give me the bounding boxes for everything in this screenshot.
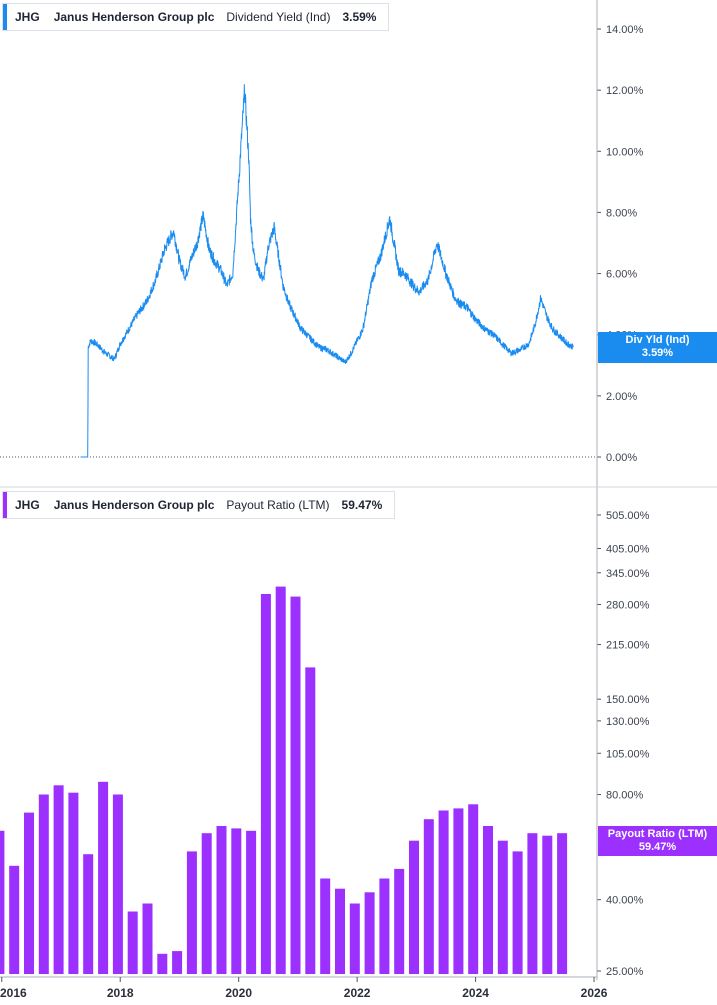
payout-bars	[0, 586, 568, 974]
bottom-y-tick-label: 105.00%	[606, 748, 650, 760]
payout-bar	[112, 794, 123, 974]
payout-bar	[275, 586, 286, 974]
payout-bar	[83, 854, 94, 974]
x-tick-label: 2020	[225, 986, 252, 1000]
payout-bar	[9, 865, 20, 974]
payout-bar	[290, 596, 301, 974]
legend-top: JHG Janus Henderson Group plc Dividend Y…	[2, 3, 390, 31]
legend-top-swatch	[3, 4, 7, 30]
payout-bar	[53, 785, 64, 974]
payout-bar	[68, 792, 79, 974]
legend-top-name: Janus Henderson Group plc	[53, 10, 215, 24]
payout-bar	[127, 911, 138, 974]
payout-bar	[483, 826, 493, 974]
payout-bar	[438, 810, 449, 974]
payout-bar	[201, 833, 212, 974]
payout-bar	[468, 804, 479, 974]
legend-bottom-swatch	[3, 492, 7, 518]
payout-bar	[497, 840, 508, 974]
top-y-tick-label: 8.00%	[606, 207, 637, 219]
payout-bar	[305, 667, 316, 974]
payout-bar	[320, 878, 331, 974]
x-tick-label: 2026	[581, 986, 608, 1000]
legend-bottom-metric: Payout Ratio (LTM)	[226, 498, 330, 512]
bottom-y-tick-label: 505.00%	[606, 510, 650, 522]
payout-bar	[379, 878, 390, 974]
bottom-y-tick-label: 280.00%	[606, 599, 650, 611]
top-y-tick-label: 2.00%	[606, 391, 637, 403]
payout-bar	[394, 868, 405, 974]
yield-value-tag: Div Yld (Ind) 3.59%	[598, 332, 717, 363]
legend-bottom-symbol: JHG	[15, 498, 40, 512]
payout-tag-value: 59.47%	[638, 841, 677, 853]
top-y-tick-label: 14.00%	[606, 24, 644, 36]
payout-bar	[0, 830, 5, 974]
bottom-y-tick-label: 25.00%	[606, 966, 644, 978]
payout-tag-label: Payout Ratio (LTM)	[607, 828, 708, 840]
payout-bar	[409, 840, 419, 974]
payout-bar	[542, 835, 553, 974]
x-tick-label: 2024	[462, 986, 489, 1000]
bottom-y-tick-label: 80.00%	[606, 790, 644, 802]
legend-bottom-name: Janus Henderson Group plc	[53, 498, 215, 512]
legend-top-value: 3.59%	[342, 10, 377, 24]
legend-top-symbol: JHG	[15, 10, 40, 24]
payout-bar	[557, 833, 568, 974]
payout-bar	[364, 892, 375, 974]
yield-tag-value: 3.59%	[641, 347, 674, 359]
payout-bar	[157, 953, 168, 974]
yield-line	[80, 84, 574, 458]
legend-top-metric: Dividend Yield (Ind)	[226, 10, 331, 24]
yield-tag-label: Div Yld (Ind)	[625, 334, 690, 346]
payout-bar	[349, 903, 360, 974]
payout-bar	[38, 794, 49, 974]
payout-bar	[216, 826, 227, 974]
payout-bar	[246, 830, 257, 974]
payout-bar	[527, 833, 538, 974]
x-tick-label: 2016	[0, 986, 27, 1000]
bottom-y-tick-label: 130.00%	[606, 716, 650, 728]
payout-bar	[453, 808, 464, 974]
yield-series-line	[80, 84, 574, 458]
payout-bar	[186, 851, 197, 974]
payout-bar	[335, 888, 345, 974]
x-tick-label: 2022	[344, 986, 371, 1000]
x-tick-label: 2018	[107, 986, 134, 1000]
top-y-tick-label: 10.00%	[606, 146, 644, 158]
legend-bottom: JHG Janus Henderson Group plc Payout Rat…	[2, 491, 396, 519]
top-y-tick-label: 12.00%	[606, 85, 644, 97]
bottom-y-tick-label: 345.00%	[606, 568, 650, 580]
payout-bar	[423, 819, 434, 974]
payout-bar	[512, 851, 523, 974]
bottom-y-tick-label: 405.00%	[606, 543, 650, 555]
payout-bar	[231, 828, 242, 974]
payout-bar	[98, 781, 109, 974]
top-y-tick-label: 6.00%	[606, 269, 637, 281]
payout-value-tag: Payout Ratio (LTM) 59.47%	[598, 826, 717, 856]
bottom-y-tick-label: 40.00%	[606, 895, 644, 907]
top-y-tick-label: 0.00%	[606, 452, 637, 464]
legend-bottom-value: 59.47%	[341, 498, 383, 512]
payout-bar	[172, 951, 183, 974]
bottom-y-tick-label: 215.00%	[606, 640, 650, 652]
payout-bar	[142, 903, 153, 974]
bottom-y-tick-label: 150.00%	[606, 694, 650, 706]
payout-bar	[24, 812, 34, 974]
payout-bar	[260, 594, 271, 974]
